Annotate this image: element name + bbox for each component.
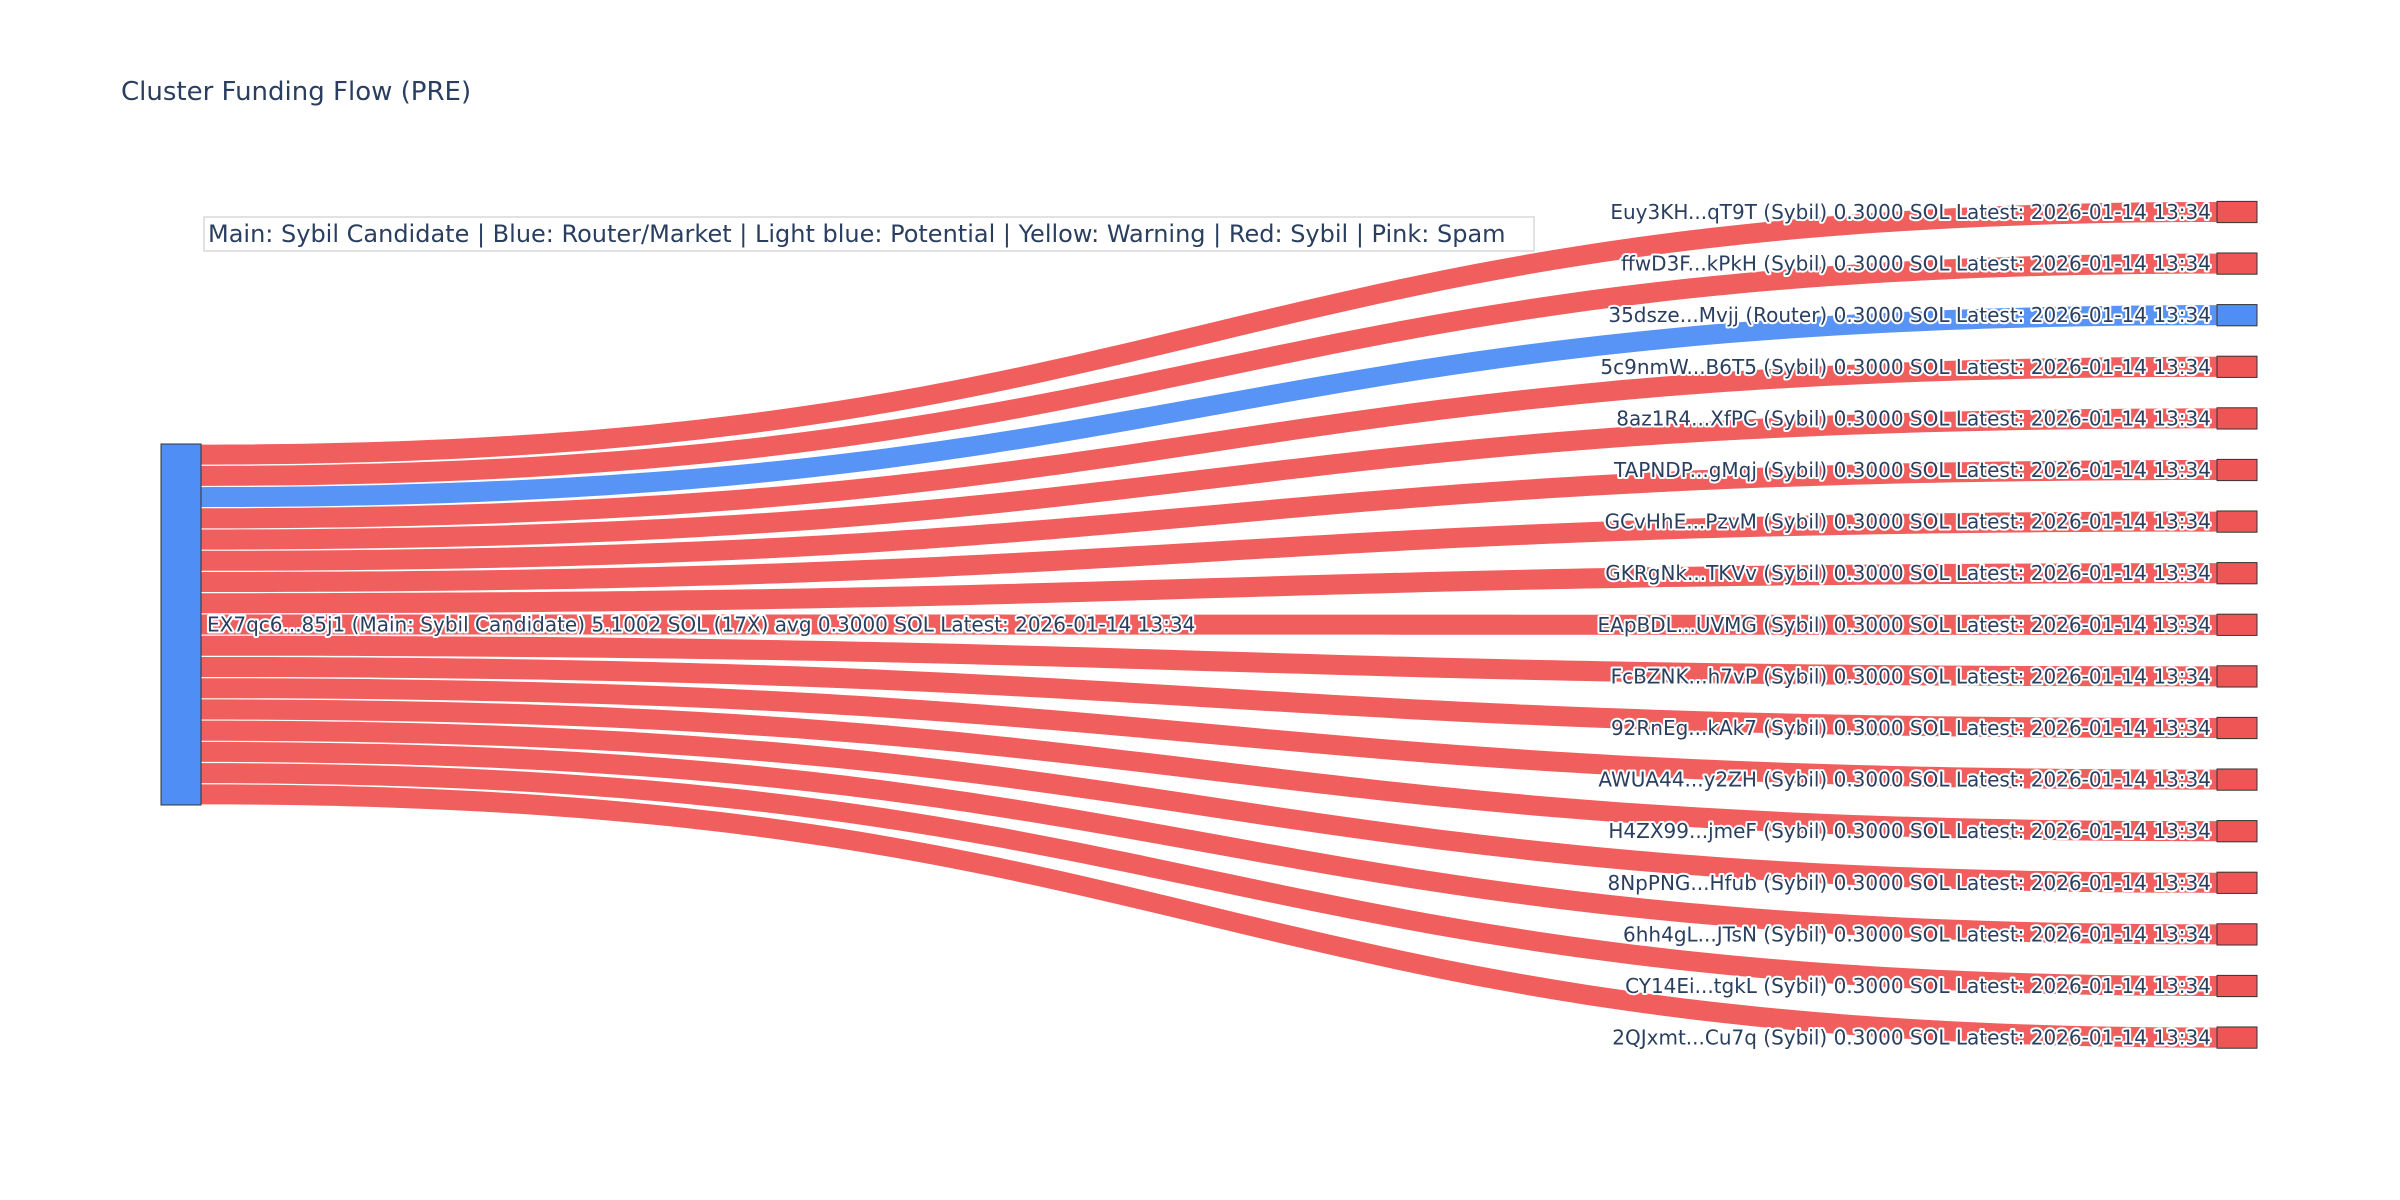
target-node-14 [2216, 871, 2258, 894]
target-node-label: 92RnEg...kAk7 (Sybil) 0.3000 SOL Latest:… [1611, 716, 2211, 740]
target-node-label: EApBDL...UVMG (Sybil) 0.3000 SOL Latest:… [1598, 613, 2212, 637]
target-node-label: 5c9nmW...B6T5 (Sybil) 0.3000 SOL Latest:… [1600, 355, 2211, 379]
flow-link-2 [201, 253, 2217, 486]
flow-link-14 [201, 720, 2217, 893]
target-node-label: 8NpPNG...Hfub (Sybil) 0.3000 SOL Latest:… [1608, 871, 2212, 895]
target-node-label: TAPNDP...gMqj (Sybil) 0.3000 SOL Latest:… [1613, 458, 2211, 482]
target-node-17 [2216, 1026, 2258, 1049]
target-node-label: CY14Ei...tgkL (Sybil) 0.3000 SOL Latest:… [1625, 974, 2211, 998]
target-node-label: H4ZX99...jmeF (Sybil) 0.3000 SOL Latest:… [1608, 819, 2211, 843]
target-node-label: Euy3KH...qT9T (Sybil) 0.3000 SOL Latest:… [1610, 200, 2211, 224]
legend-box: Main: Sybil Candidate | Blue: Router/Mar… [203, 216, 1535, 252]
target-node-label: GCvHhE...PzvM (Sybil) 0.3000 SOL Latest:… [1605, 510, 2211, 534]
legend-text: Main: Sybil Candidate | Blue: Router/Mar… [208, 220, 1506, 248]
flow-link-6 [201, 459, 2217, 571]
target-node-label: GKRgNk...TKVv (Sybil) 0.3000 SOL Latest:… [1605, 561, 2211, 585]
flow-link-17 [201, 784, 2217, 1048]
target-node-7 [2216, 510, 2258, 533]
source-node-label: EX7qc6...85j1 (Main: Sybil Candidate) 5.… [207, 613, 1195, 637]
chart-title: Cluster Funding Flow (PRE) [121, 77, 471, 107]
target-node-11 [2216, 716, 2258, 740]
target-node-label: FcBZNK...h7vP (Sybil) 0.3000 SOL Latest:… [1611, 664, 2211, 688]
target-node-6 [2216, 458, 2258, 482]
legend-frame [203, 216, 1535, 252]
flow-link-13 [201, 699, 2217, 842]
flow-link-3 [201, 305, 2217, 508]
flow-link-1 [201, 201, 2217, 465]
target-node-12 [2216, 768, 2258, 791]
target-node-1 [2216, 200, 2258, 224]
target-node-5 [2216, 407, 2258, 430]
target-node-9 [2216, 613, 2258, 636]
target-node-3 [2216, 304, 2258, 327]
target-node-16 [2216, 974, 2258, 998]
flow-link-16 [201, 763, 2217, 997]
flow-nodes [160, 200, 2258, 1049]
flow-links [201, 201, 2217, 1048]
source-node [160, 443, 202, 806]
flow-labels: Euy3KH...qT9T (Sybil) 0.3000 SOL Latest:… [205, 198, 2213, 1052]
flow-link-8 [201, 563, 2217, 614]
flow-link-15 [201, 741, 2217, 945]
target-node-4 [2216, 355, 2258, 378]
target-node-label: 8az1R4...XfPC (Sybil) 0.3000 SOL Latest:… [1616, 406, 2211, 430]
target-node-2 [2216, 252, 2258, 275]
flow-link-12 [201, 678, 2217, 790]
target-node-8 [2216, 562, 2258, 585]
flow-link-7 [201, 511, 2217, 593]
flow-link-5 [201, 408, 2217, 550]
target-node-15 [2216, 923, 2258, 946]
target-node-label: 6hh4gL...JTsN (Sybil) 0.3000 SOL Latest:… [1623, 922, 2211, 946]
flow-link-11 [201, 656, 2217, 739]
target-node-label: 35dsze...Mvjj (Router) 0.3000 SOL Latest… [1608, 303, 2211, 327]
flow-link-10 [201, 635, 2217, 687]
target-node-13 [2216, 820, 2258, 843]
flow-link-4 [201, 356, 2217, 529]
flow-link-9 [201, 614, 2217, 635]
target-node-label: ffwD3F...kPkH (Sybil) 0.3000 SOL Latest:… [1621, 252, 2211, 276]
target-node-10 [2216, 665, 2258, 688]
target-node-label: AWUA44...y2ZH (Sybil) 0.3000 SOL Latest:… [1598, 768, 2211, 792]
target-node-label: 2QJxmt...Cu7q (Sybil) 0.3000 SOL Latest:… [1612, 1026, 2211, 1050]
